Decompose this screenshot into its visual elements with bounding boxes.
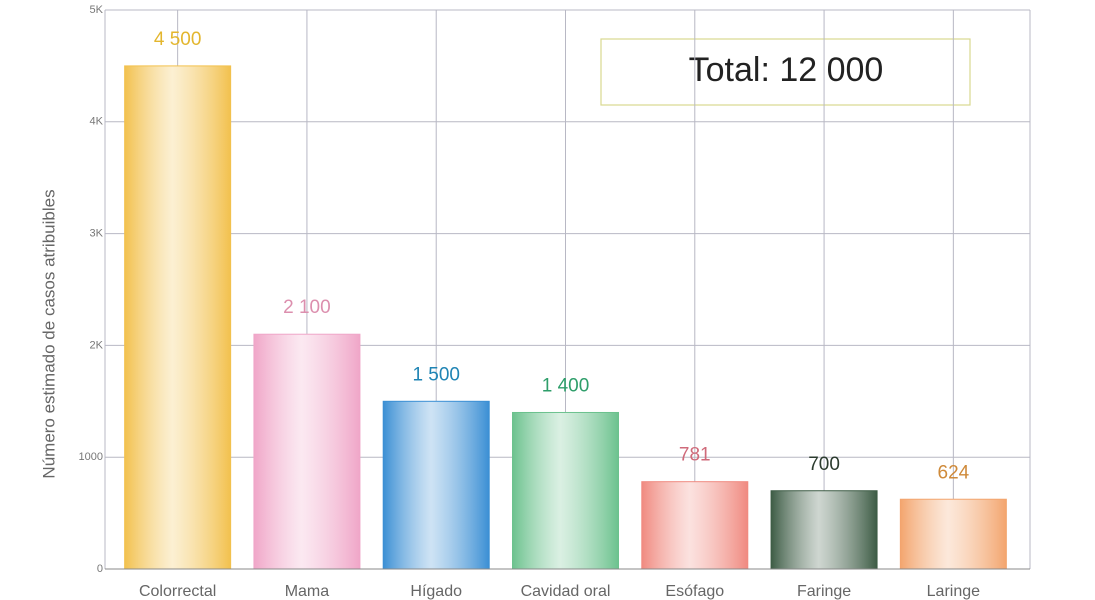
bar [253, 333, 361, 570]
bar [512, 411, 619, 570]
total-box [600, 38, 971, 106]
value-label: 4 500 [154, 29, 202, 50]
value-label: 781 [679, 445, 711, 466]
bar [899, 498, 1007, 570]
x-tick-label: Colorrectal [139, 583, 216, 600]
y-tick-label: 4K [90, 116, 104, 128]
y-tick-label: 0 [97, 563, 103, 575]
total-annotation: Total: 12 000 [689, 51, 884, 89]
x-tick-label: Hígado [410, 583, 462, 600]
value-label: 1 500 [412, 364, 460, 385]
bar [124, 65, 232, 570]
y-tick-label: 3K [90, 228, 104, 240]
x-tick-label: Faringe [797, 583, 851, 600]
value-label: 1 400 [542, 375, 590, 396]
bar [382, 400, 490, 570]
bar [770, 490, 878, 570]
bar [641, 481, 749, 570]
y-axis-label: Número estimado de casos atribuibles [39, 189, 58, 478]
x-tick-label: Mama [285, 583, 330, 600]
y-tick-label: 5K [90, 4, 104, 16]
value-label: 624 [938, 462, 970, 483]
x-tick-label: Esófago [665, 583, 724, 600]
y-tick-label: 2K [90, 339, 104, 351]
x-tick-label: Laringe [927, 583, 980, 600]
y-tick-label: 1000 [79, 451, 103, 463]
x-tick-label: Cavidad oral [521, 583, 611, 600]
value-label: 700 [808, 454, 840, 475]
value-label: 2 100 [283, 297, 331, 318]
